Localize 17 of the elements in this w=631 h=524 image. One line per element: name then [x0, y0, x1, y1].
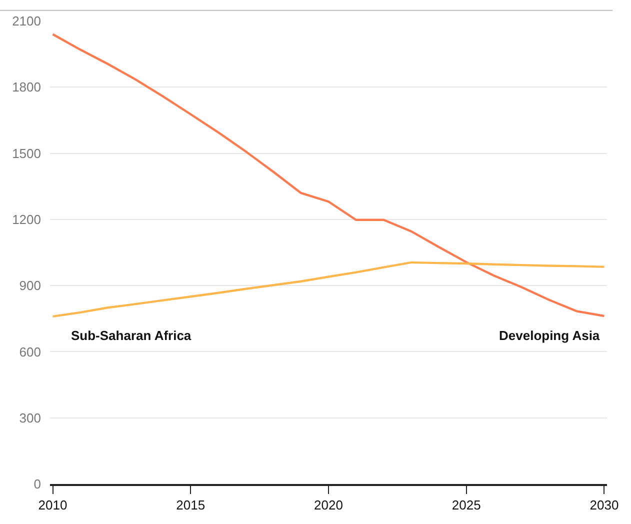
y-tick-label: 300 — [19, 410, 41, 426]
x-tick-label: 2025 — [452, 497, 481, 512]
x-tick-label: 2010 — [38, 497, 68, 512]
series-label: Sub-Saharan Africa — [71, 328, 192, 343]
y-tick-label: 900 — [19, 278, 41, 294]
series-label: Developing Asia — [499, 328, 600, 343]
x-tick-label: 2015 — [176, 497, 206, 512]
y-tick-label: 1200 — [12, 212, 41, 227]
y-tick-label: 0 — [34, 476, 41, 492]
y-tick-label: 1500 — [12, 146, 41, 161]
y-tick-label: 600 — [19, 344, 41, 360]
line-series — [52, 261, 606, 318]
x-tick-label: 2020 — [314, 497, 343, 512]
y-tick-label: 2100 — [12, 14, 41, 29]
x-tick-label: 2030 — [590, 497, 619, 512]
line-series — [52, 33, 606, 318]
y-tick-label: 1800 — [12, 80, 41, 95]
